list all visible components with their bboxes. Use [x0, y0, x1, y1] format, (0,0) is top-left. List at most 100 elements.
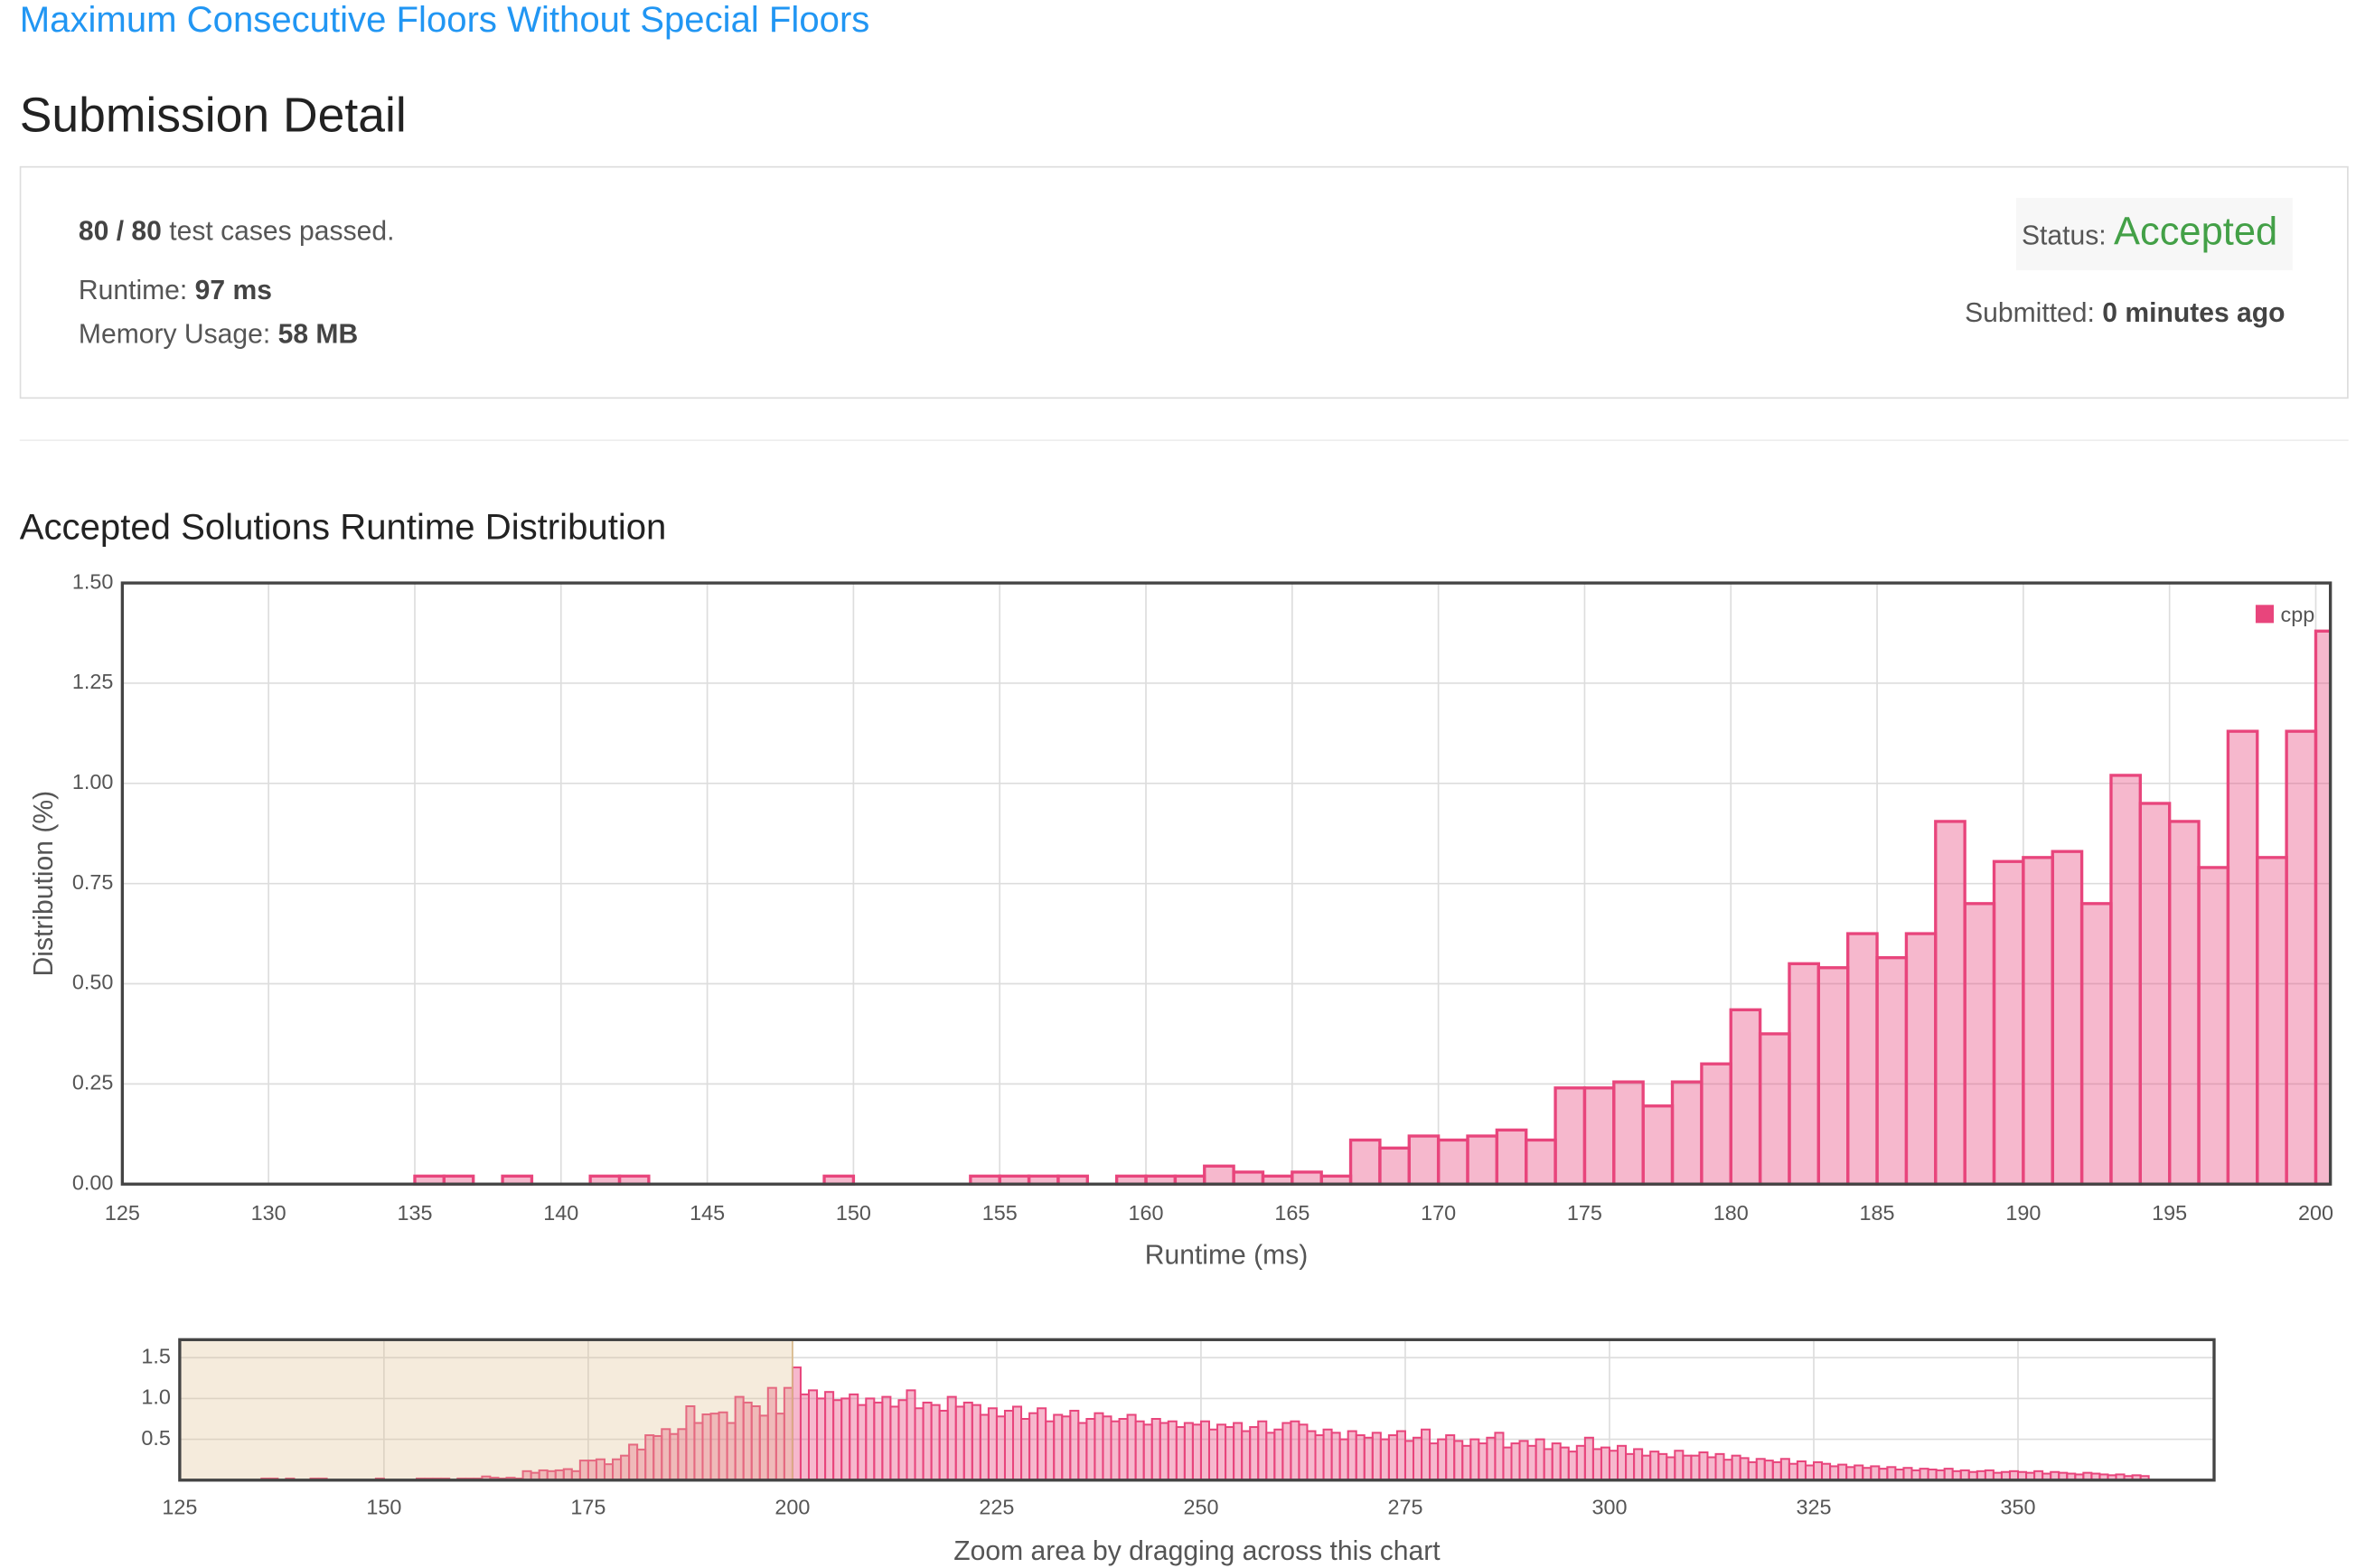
bar: [1453, 1440, 1464, 1481]
bar: [1265, 1432, 1276, 1481]
bar: [1559, 1446, 1570, 1481]
y-tick-label: 1.00: [72, 770, 113, 793]
memory: 58 MB: [277, 318, 359, 350]
bar: [1142, 1423, 1153, 1481]
bar: [1755, 1458, 1766, 1481]
x-tick-label: 160: [1129, 1201, 1164, 1225]
divider: [19, 439, 2349, 441]
bar: [1110, 1420, 1121, 1481]
bar: [1502, 1446, 1513, 1481]
bar: [1878, 1468, 1889, 1481]
bars: [413, 629, 2331, 1186]
bar: [1469, 1438, 1480, 1481]
x-tick-label: 200: [2298, 1201, 2333, 1225]
bar: [1461, 1444, 1472, 1481]
bar: [2138, 802, 2172, 1186]
bar: [1779, 1458, 1790, 1481]
bar: [938, 1409, 949, 1481]
y-tick-label: 0.00: [72, 1170, 113, 1194]
bar: [1575, 1444, 1586, 1481]
bar: [954, 1405, 965, 1481]
bar: [1591, 1448, 1602, 1481]
x-tick-label: 350: [2000, 1496, 2035, 1519]
bar: [1875, 956, 1909, 1186]
page-title: Submission Detail: [19, 87, 407, 143]
bar: [1845, 1466, 1856, 1481]
bar: [1927, 1469, 1938, 1481]
submitted-row: Submitted: 0 minutes ago: [1965, 297, 2285, 329]
bar: [1758, 1032, 1791, 1186]
x-tick-label: 150: [836, 1201, 871, 1225]
bar: [1094, 1412, 1104, 1481]
bar: [1625, 1452, 1636, 1481]
x-tick-label: 135: [397, 1201, 432, 1225]
bar: [914, 1407, 925, 1481]
bar: [1085, 1418, 1096, 1481]
bar: [1257, 1420, 1268, 1481]
y-tick-label: 0.50: [72, 971, 113, 994]
bar: [1829, 1465, 1840, 1481]
bar: [1608, 1450, 1619, 1481]
bar: [1706, 1456, 1717, 1481]
bar: [1698, 1451, 1709, 1481]
x-tick-label: 225: [979, 1496, 1014, 1519]
bar: [1486, 1436, 1497, 1481]
bar: [979, 1413, 990, 1481]
x-tick-label: 250: [1183, 1496, 1218, 1519]
bar: [1495, 1128, 1528, 1186]
bar: [1348, 1138, 1382, 1186]
x-tick-label: 165: [1274, 1201, 1309, 1225]
x-axis-label: Zoom area by dragging across this chart: [953, 1536, 1441, 1566]
x-tick-label: 140: [543, 1201, 578, 1225]
bar: [2051, 850, 2084, 1186]
bar: [1739, 1457, 1750, 1481]
bar: [1437, 1438, 1448, 1481]
bar: [1583, 1436, 1594, 1481]
bar: [1045, 1420, 1056, 1481]
status-row: Status: Accepted: [2022, 209, 2277, 256]
x-tick-label: 195: [2152, 1201, 2187, 1225]
problem-link[interactable]: Maximum Consecutive Floors Without Speci…: [19, 0, 870, 42]
bar: [962, 1401, 973, 1481]
bar: [1821, 1462, 1832, 1481]
bar: [1518, 1440, 1529, 1481]
bar: [1466, 1134, 1499, 1186]
bar: [1862, 1467, 1873, 1481]
bar: [1812, 1460, 1824, 1481]
bar: [1886, 1466, 1897, 1481]
bar: [2197, 866, 2230, 1186]
bar: [1199, 1420, 1210, 1481]
bar: [1020, 1418, 1031, 1481]
x-axis-label: Runtime (ms): [1145, 1240, 1308, 1270]
bar: [1037, 1407, 1047, 1481]
bar: [2022, 856, 2054, 1186]
bar: [889, 1405, 900, 1481]
y-tick-label: 0.25: [72, 1071, 113, 1094]
bar: [1216, 1423, 1227, 1481]
bar: [1700, 1062, 1732, 1186]
bar: [1525, 1138, 1557, 1186]
bar: [1617, 1444, 1628, 1481]
bar: [1012, 1405, 1023, 1481]
bar: [1291, 1170, 1323, 1186]
bar: [1298, 1423, 1309, 1481]
x-tick-label: 190: [2005, 1201, 2041, 1225]
tests-row: 80 / 80 test cases passed.: [79, 216, 395, 248]
bar: [1445, 1434, 1456, 1481]
bar: [1992, 859, 2025, 1186]
tests-text: test cases passed.: [169, 215, 395, 247]
memory-row: Memory Usage: 58 MB: [79, 319, 358, 351]
bar: [930, 1404, 941, 1481]
bar: [897, 1399, 908, 1481]
status: Accepted: [2114, 208, 2278, 254]
bar: [1666, 1456, 1676, 1481]
bar: [1714, 1452, 1725, 1481]
bar: [1314, 1434, 1325, 1481]
bar: [1436, 1138, 1469, 1186]
x-tick-label: 325: [1796, 1496, 1831, 1519]
bar: [1363, 1436, 1374, 1481]
bar: [1551, 1442, 1562, 1481]
bar: [1729, 1008, 1762, 1186]
x-tick-label: 175: [1567, 1201, 1602, 1225]
